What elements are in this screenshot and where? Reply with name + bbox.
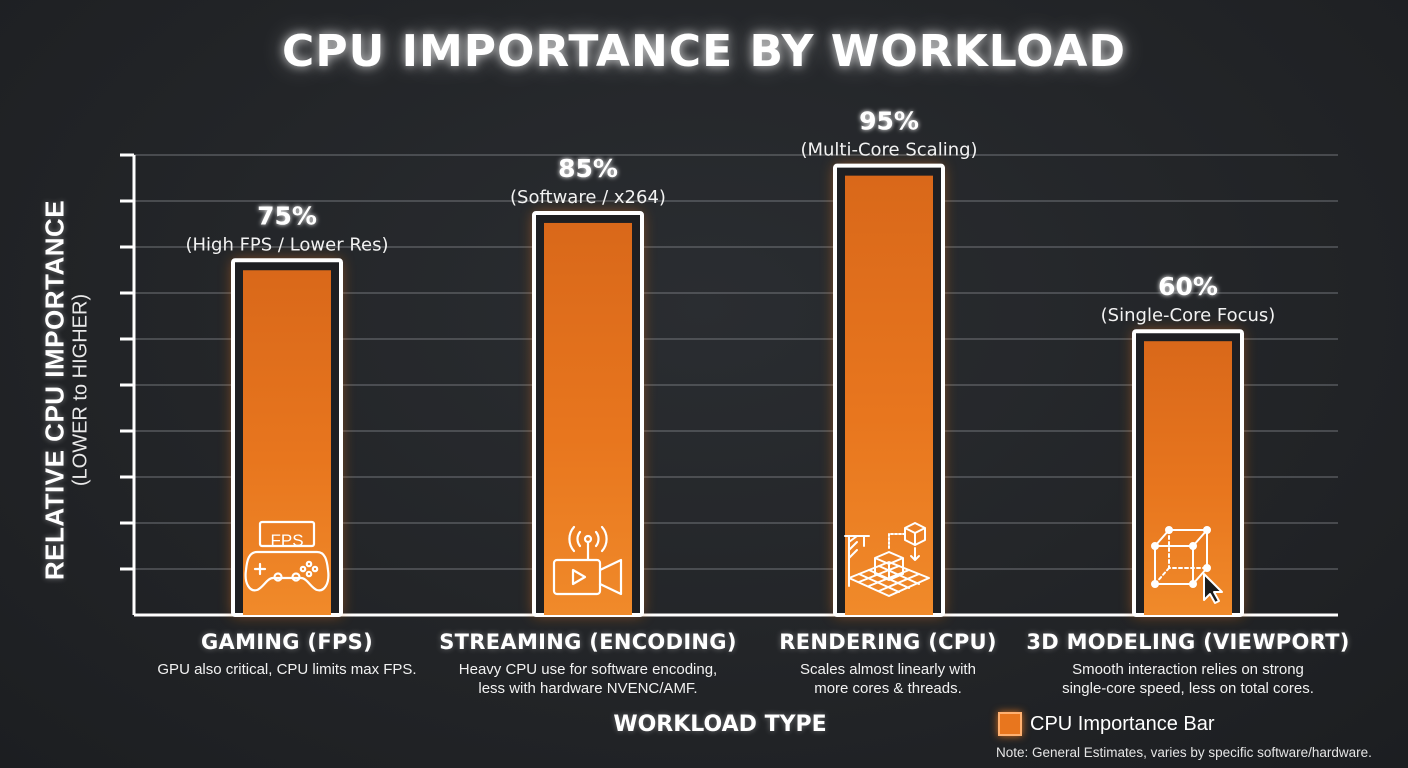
value-label: 60% xyxy=(1158,272,1218,301)
bar xyxy=(845,175,933,615)
category-description-line: Scales almost linearly with xyxy=(800,661,976,678)
footnote: Note: General Estimates, varies by speci… xyxy=(996,745,1372,760)
category-description-line: Smooth interaction relies on strong xyxy=(1072,661,1304,678)
value-labels: 75% (High FPS / Lower Res) 85% (Software / … xyxy=(185,107,1275,327)
value-note: (Multi-Core Scaling) xyxy=(800,140,977,161)
chart-title: CPU IMPORTANCE BY WORKLOAD xyxy=(282,26,1126,77)
value-label: 85% xyxy=(558,154,618,183)
value-note: (Single-Core Focus) xyxy=(1101,305,1276,326)
category-description-line: GPU also critical, CPU limits max FPS. xyxy=(157,661,417,678)
category-label: GAMING (FPS) xyxy=(201,630,373,654)
category-description-line: Heavy CPU use for software encoding, xyxy=(458,661,718,678)
category-description-line: more cores & threads. xyxy=(814,680,962,697)
category-label: 3D MODELING (VIEWPORT) xyxy=(1026,630,1350,654)
category-label: STREAMING (ENCODING) xyxy=(439,630,737,654)
category-description-line: less with hardware NVENC/AMF. xyxy=(478,680,698,697)
category-rendering: RENDERING (CPU) Scales almost linearly w… xyxy=(723,630,1053,698)
bar-icons: FPS xyxy=(244,520,1223,604)
value-label: 95% xyxy=(859,107,919,136)
category-streaming: STREAMING (ENCODING) Heavy CPU use for s… xyxy=(423,630,753,698)
bars xyxy=(231,163,1244,617)
value-label: 75% xyxy=(257,201,317,230)
category-gaming: GAMING (FPS) GPU also critical, CPU limi… xyxy=(122,630,452,679)
legend: CPU Importance Bar xyxy=(998,712,1215,736)
x-axis-label: WORKLOAD TYPE xyxy=(613,712,827,737)
category-label: RENDERING (CPU) xyxy=(779,630,997,654)
bar xyxy=(243,270,331,615)
value-note: (Software / x264) xyxy=(510,187,666,208)
bar xyxy=(1144,341,1232,615)
legend-label: CPU Importance Bar xyxy=(1030,712,1215,735)
fps-icon-text: FPS xyxy=(270,531,303,550)
category-3d-modeling: 3D MODELING (VIEWPORT) Smooth interactio… xyxy=(1023,630,1353,698)
value-note: (High FPS / Lower Res) xyxy=(185,234,388,255)
legend-swatch xyxy=(998,712,1022,736)
category-description-line: single-core speed, less on total cores. xyxy=(1062,680,1314,697)
